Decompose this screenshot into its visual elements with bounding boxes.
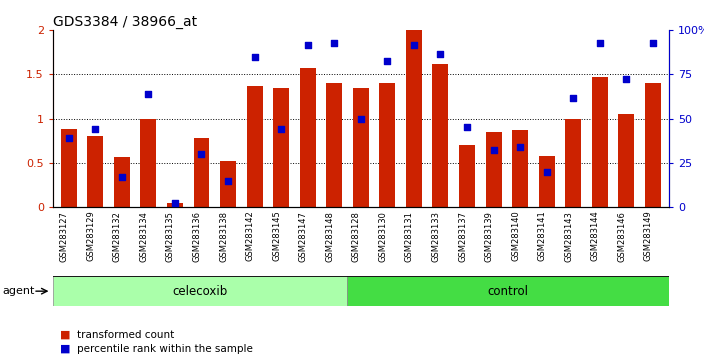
Point xyxy=(89,126,101,132)
Text: percentile rank within the sample: percentile rank within the sample xyxy=(77,344,253,354)
Point xyxy=(116,174,127,180)
Text: GSM283136: GSM283136 xyxy=(192,211,201,262)
Text: GSM283147: GSM283147 xyxy=(298,211,308,262)
Point xyxy=(143,91,154,97)
Point xyxy=(222,178,234,183)
Text: GSM283133: GSM283133 xyxy=(432,211,441,262)
Bar xyxy=(565,119,582,207)
Text: GSM283134: GSM283134 xyxy=(139,211,149,262)
Bar xyxy=(114,156,130,207)
Text: ■: ■ xyxy=(60,330,70,339)
Bar xyxy=(592,77,608,207)
Text: GSM283141: GSM283141 xyxy=(538,211,547,261)
Text: GSM283143: GSM283143 xyxy=(564,211,573,262)
Text: transformed count: transformed count xyxy=(77,330,175,339)
Text: GSM283146: GSM283146 xyxy=(617,211,627,262)
Point xyxy=(329,41,340,46)
Text: GSM283138: GSM283138 xyxy=(219,211,228,262)
Point xyxy=(249,54,260,59)
Text: GSM283129: GSM283129 xyxy=(87,211,95,261)
Point xyxy=(408,42,420,48)
Text: GSM283135: GSM283135 xyxy=(166,211,175,262)
Point xyxy=(594,41,605,46)
Point xyxy=(621,76,632,81)
Bar xyxy=(432,64,448,207)
Text: GSM283148: GSM283148 xyxy=(325,211,334,262)
Bar xyxy=(53,276,347,306)
Bar xyxy=(194,138,210,207)
Text: GSM283131: GSM283131 xyxy=(405,211,414,262)
Text: GSM283137: GSM283137 xyxy=(458,211,467,262)
Point xyxy=(355,116,366,121)
Text: GSM283145: GSM283145 xyxy=(272,211,281,261)
Point xyxy=(302,42,313,48)
Text: GSM283127: GSM283127 xyxy=(60,211,69,262)
Text: celecoxib: celecoxib xyxy=(172,285,227,298)
Bar xyxy=(300,68,315,207)
Point xyxy=(541,169,553,175)
Point xyxy=(488,147,499,152)
Bar xyxy=(618,114,634,207)
Point xyxy=(169,200,180,205)
Text: ■: ■ xyxy=(60,344,70,354)
Text: GSM283142: GSM283142 xyxy=(246,211,255,261)
Bar xyxy=(645,83,661,207)
Point xyxy=(196,151,207,157)
Text: agent: agent xyxy=(2,286,34,296)
Bar xyxy=(353,88,369,207)
Bar xyxy=(220,161,236,207)
Point xyxy=(461,125,472,130)
Bar xyxy=(273,88,289,207)
Text: control: control xyxy=(488,285,529,298)
Point xyxy=(515,144,526,150)
Bar xyxy=(406,30,422,207)
Bar xyxy=(486,132,501,207)
Point xyxy=(647,41,658,46)
Point xyxy=(567,95,579,101)
Bar xyxy=(167,202,183,207)
Point xyxy=(63,135,75,141)
Text: GSM283128: GSM283128 xyxy=(352,211,360,262)
Bar xyxy=(140,119,156,207)
Point xyxy=(435,51,446,57)
Bar xyxy=(246,86,263,207)
Text: GSM283130: GSM283130 xyxy=(378,211,387,262)
Bar xyxy=(512,130,528,207)
Bar xyxy=(61,129,77,207)
Bar xyxy=(87,136,103,207)
Text: GSM283144: GSM283144 xyxy=(591,211,600,261)
Bar xyxy=(347,276,669,306)
Text: GSM283140: GSM283140 xyxy=(511,211,520,261)
Text: GSM283139: GSM283139 xyxy=(484,211,494,262)
Bar xyxy=(539,156,555,207)
Text: GDS3384 / 38966_at: GDS3384 / 38966_at xyxy=(53,15,197,29)
Bar xyxy=(459,145,475,207)
Point xyxy=(275,126,287,132)
Bar xyxy=(379,83,396,207)
Bar xyxy=(326,83,342,207)
Text: GSM283149: GSM283149 xyxy=(644,211,653,261)
Text: GSM283132: GSM283132 xyxy=(113,211,122,262)
Point xyxy=(382,58,393,64)
